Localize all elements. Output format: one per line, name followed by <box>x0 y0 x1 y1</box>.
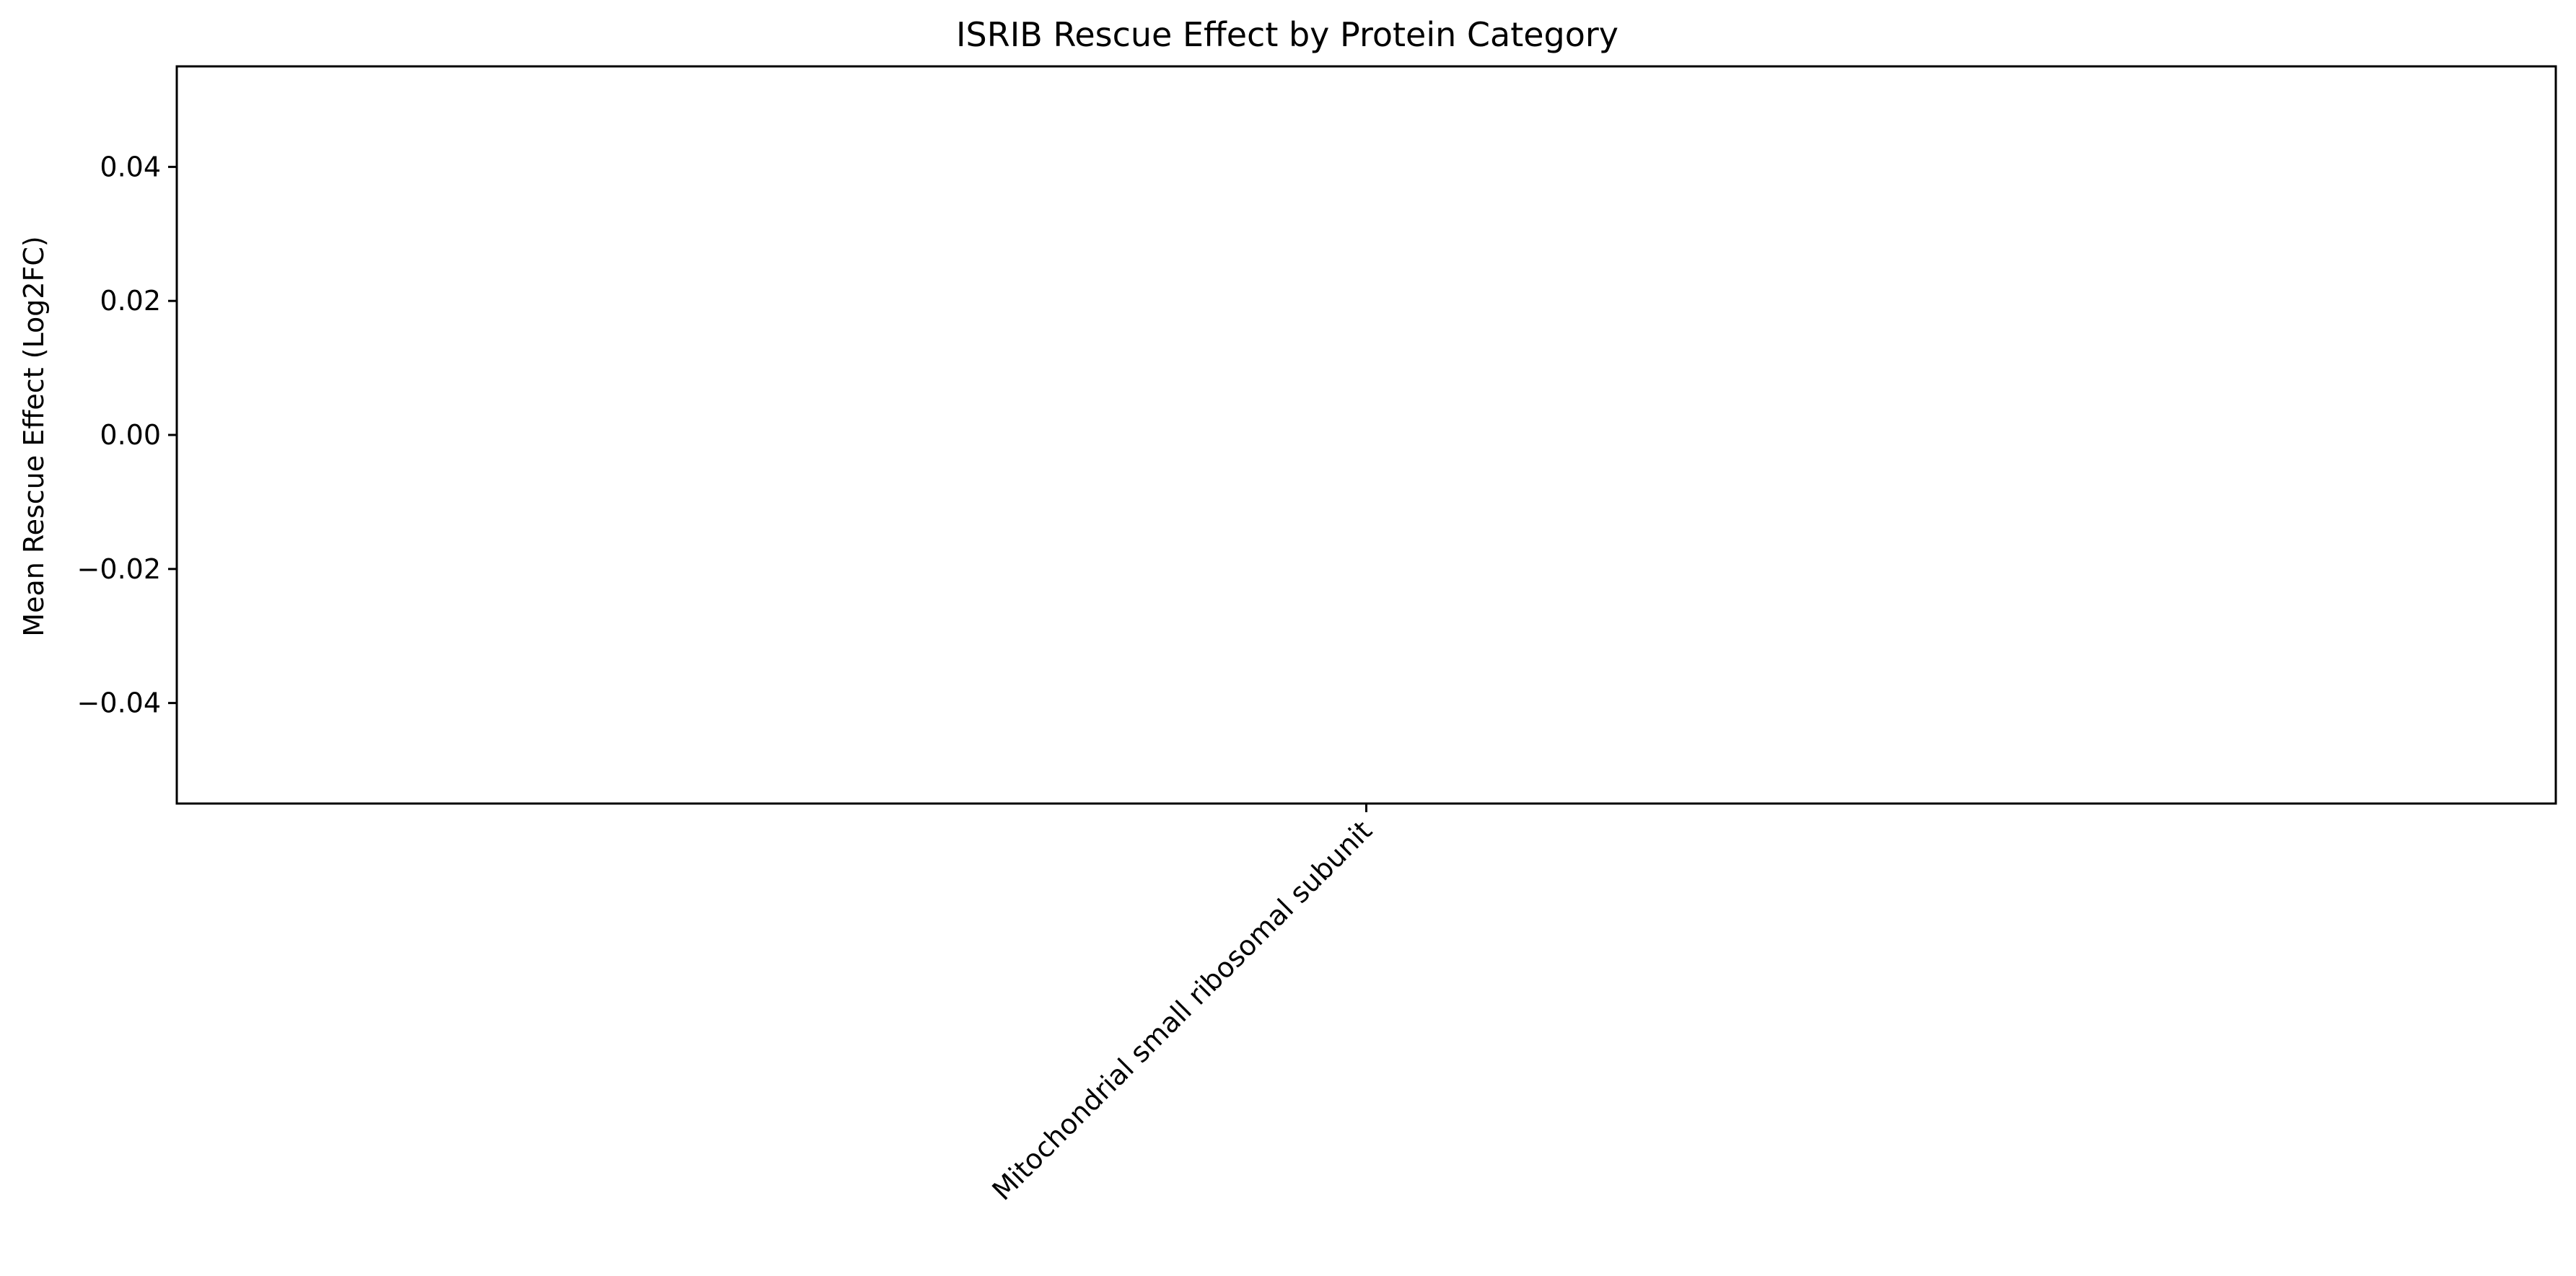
y-tick-label: −0.04 <box>77 687 161 719</box>
y-axis: −0.04 −0.02 0.00 0.02 0.04 <box>77 151 177 719</box>
y-tick-label: 0.02 <box>100 285 161 317</box>
plot-frame <box>175 65 2557 805</box>
y-tick-label: 0.04 <box>100 151 161 182</box>
x-tick-label: Mitochondrial small ribosomal subunit <box>986 814 1377 1206</box>
x-axis: Mitochondrial small ribosomal subunit <box>986 804 1378 1207</box>
y-tick-label: −0.02 <box>77 553 161 585</box>
chart-title: ISRIB Rescue Effect by Protein Category <box>956 15 1618 54</box>
y-axis-label: Mean Rescue Effect (Log2FC) <box>18 236 50 636</box>
y-tick-label: 0.00 <box>100 419 161 451</box>
